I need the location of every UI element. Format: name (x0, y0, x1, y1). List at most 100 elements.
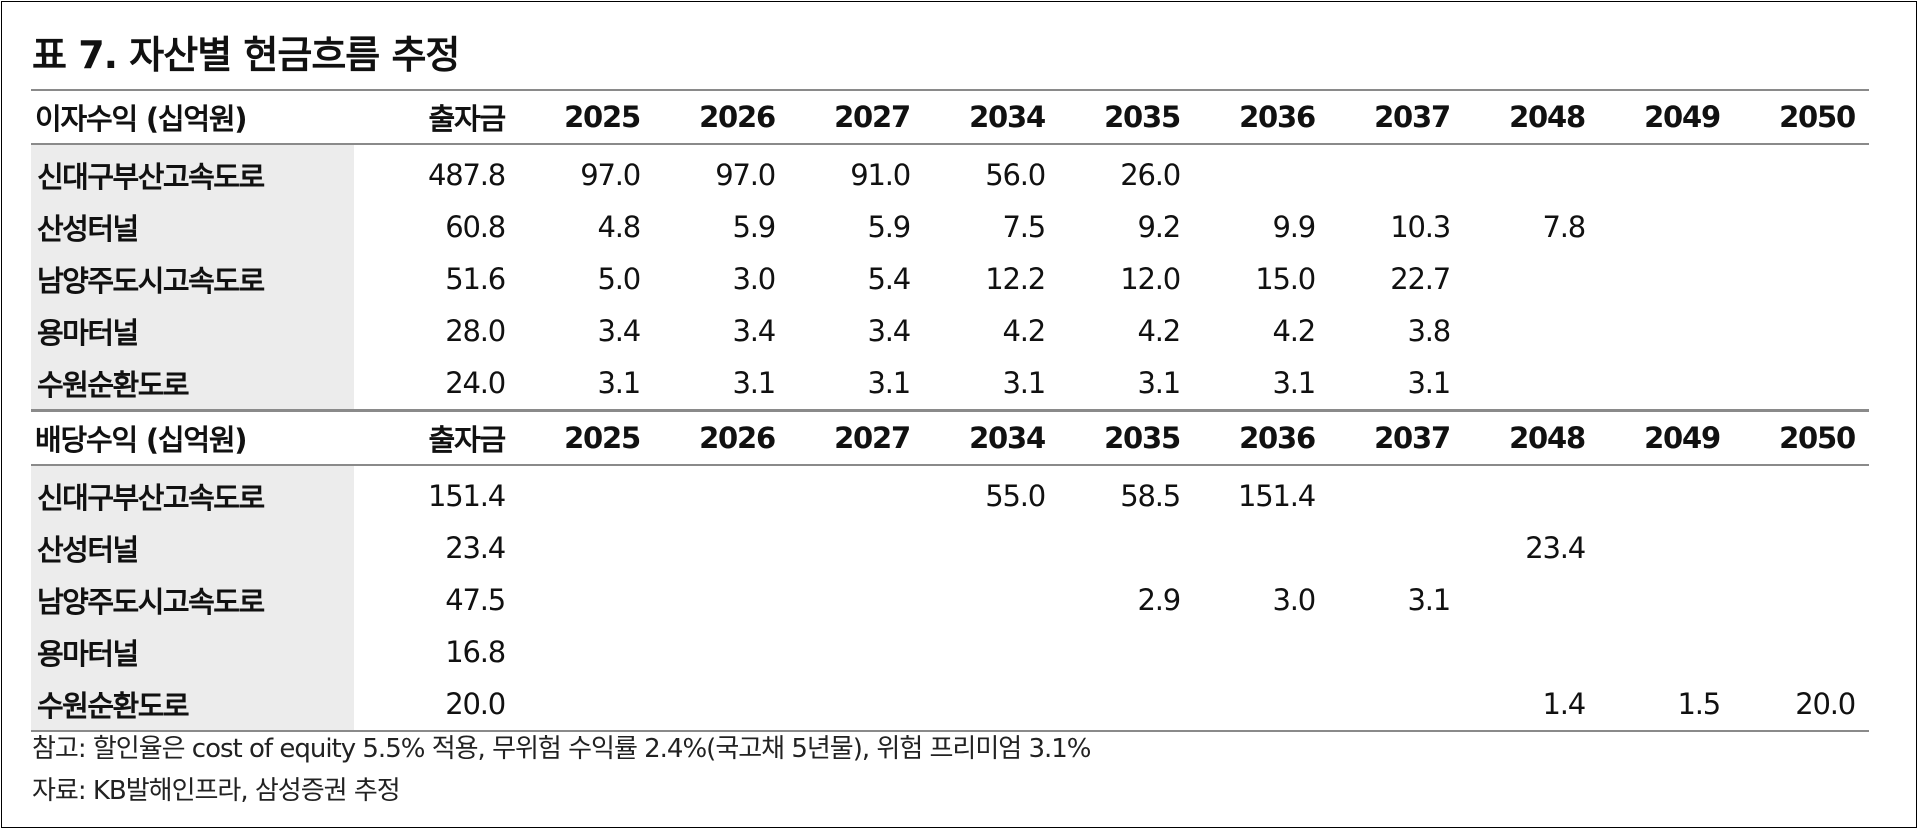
cashflow-value (1599, 357, 1734, 412)
cashflow-value (1464, 253, 1599, 305)
year-header: 2049 (1599, 89, 1734, 145)
cashflow-value (1059, 678, 1194, 732)
cashflow-value: 9.2 (1137, 210, 1181, 244)
cashflow-value (1464, 357, 1599, 412)
year-header: 2025 (519, 89, 654, 145)
cashflow-value (1599, 626, 1734, 678)
cashflow-value: 151.4 (1237, 479, 1316, 513)
asset-name: 산성터널 (31, 201, 354, 253)
table-row: 용마터널 28.0 3.4 3.4 3.4 4.2 4.2 4.2 3.8 (31, 305, 1869, 357)
cashflow-value (654, 465, 789, 522)
cashflow-value: 15.0 (1255, 262, 1316, 296)
section-label: 배당수익 (십억원) (31, 409, 354, 466)
cashflow-table: 이자수익 (십억원) 출자금 2025 2026 2027 2034 2035 2036 203… (31, 89, 1869, 732)
cashflow-value: 5.0 (597, 262, 641, 296)
table-row: 신대구부산고속도로 487.8 97.0 97.0 91.0 56.0 26.0 (31, 144, 1869, 201)
cashflow-value: 5.4 (867, 262, 911, 296)
cashflow-value (789, 465, 924, 522)
cashflow-value: 3.1 (1059, 357, 1194, 412)
cashflow-value: 2.9 (1137, 583, 1181, 617)
table-row: 수원순환도로 20.0 1.4 1.5 20.0 (31, 678, 1869, 732)
section-label: 이자수익 (십억원) (31, 89, 354, 145)
asset-name: 남양주도시고속도로 (31, 574, 354, 626)
cashflow-value (924, 574, 1059, 626)
cashflow-value (789, 626, 924, 678)
year-header: 2048 (1464, 89, 1599, 145)
asset-name: 수원순환도로 (31, 678, 354, 732)
year-header: 2035 (1059, 409, 1194, 466)
cashflow-value: 20.0 (1734, 678, 1869, 732)
footnote: 참고: 할인율은 cost of equity 5.5% 적용, 무위험 수익률… (32, 734, 1092, 764)
cashflow-value (924, 626, 1059, 678)
investment-value: 47.5 (445, 583, 506, 617)
table-row: 수원순환도로 24.0 3.1 3.1 3.1 3.1 3.1 3.1 3.1 (31, 357, 1869, 412)
cashflow-value: 58.5 (1120, 479, 1181, 513)
cashflow-value (789, 678, 924, 732)
cashflow-value: 3.1 (924, 357, 1059, 412)
cashflow-value: 3.0 (732, 262, 776, 296)
cashflow-value (1194, 678, 1329, 732)
cashflow-value (1599, 253, 1734, 305)
year-header: 2025 (519, 409, 654, 466)
cashflow-value: 26.0 (1120, 158, 1181, 192)
asset-name: 용마터널 (31, 626, 354, 678)
asset-name: 수원순환도로 (31, 357, 354, 412)
cashflow-value (1194, 626, 1329, 678)
cashflow-value: 3.1 (519, 357, 654, 412)
cashflow-value: 55.0 (985, 479, 1046, 513)
year-header: 2026 (654, 89, 789, 145)
cashflow-value (1734, 253, 1869, 305)
cashflow-value (1329, 678, 1464, 732)
dividend-section: 배당수익 (십억원) 출자금 2025 2026 2027 2034 2035 2036 203… (31, 409, 1869, 732)
cashflow-value (654, 678, 789, 732)
asset-name: 신대구부산고속도로 (31, 144, 354, 201)
year-header: 2049 (1599, 409, 1734, 466)
cashflow-value (1734, 357, 1869, 412)
cashflow-value: 91.0 (850, 158, 911, 192)
source-note: 자료: KB발해인프라, 삼성증권 추정 (32, 776, 401, 806)
cashflow-value: 1.5 (1599, 678, 1734, 732)
cashflow-value (519, 626, 654, 678)
table-row: 남양주도시고속도로 51.6 5.0 3.0 5.4 12.2 12.0 15.0 22.7 (31, 253, 1869, 305)
year-header: 2034 (924, 89, 1059, 145)
cashflow-value (1599, 201, 1734, 253)
investment-value: 16.8 (445, 635, 506, 669)
investment-value: 24.0 (354, 357, 519, 412)
asset-name: 용마터널 (31, 305, 354, 357)
cashflow-value (1464, 305, 1599, 357)
cashflow-value (519, 465, 654, 522)
year-header: 2034 (924, 409, 1059, 466)
cashflow-value (924, 678, 1059, 732)
cashflow-value: 1.4 (1464, 678, 1599, 732)
cashflow-value (789, 522, 924, 574)
cashflow-value (654, 574, 789, 626)
cashflow-value (519, 574, 654, 626)
cashflow-value: 7.5 (1002, 210, 1046, 244)
cashflow-value (1329, 144, 1464, 201)
table-row: 산성터널 60.8 4.8 5.9 5.9 7.5 9.2 9.9 10.3 7.8 (31, 201, 1869, 253)
cashflow-value (1734, 574, 1869, 626)
section-header-row: 배당수익 (십억원) 출자금 2025 2026 2027 2034 2035 2036 203… (31, 409, 1869, 466)
table-row: 신대구부산고속도로 151.4 55.0 58.5 151.4 (31, 465, 1869, 522)
cashflow-value (1734, 201, 1869, 253)
cashflow-value (1599, 465, 1734, 522)
year-header: 2037 (1329, 409, 1464, 466)
interest-section: 이자수익 (십억원) 출자금 2025 2026 2027 2034 2035 2036 203… (31, 89, 1869, 412)
cashflow-value: 7.8 (1542, 210, 1586, 244)
cashflow-value (1329, 626, 1464, 678)
cashflow-value: 3.8 (1407, 314, 1451, 348)
cashflow-value (1194, 144, 1329, 201)
cashflow-value (1599, 305, 1734, 357)
year-header: 2050 (1734, 89, 1869, 145)
cashflow-value: 12.2 (985, 262, 1046, 296)
cashflow-value (654, 522, 789, 574)
cashflow-value: 97.0 (580, 158, 641, 192)
investment-value: 151.4 (427, 479, 506, 513)
cashflow-value (1464, 574, 1599, 626)
cashflow-value (1059, 626, 1194, 678)
cashflow-value: 4.2 (1002, 314, 1046, 348)
cashflow-value (1734, 465, 1869, 522)
table-title: 표 7. 자산별 현금흐름 추정 (32, 33, 460, 77)
year-header: 2036 (1194, 409, 1329, 466)
